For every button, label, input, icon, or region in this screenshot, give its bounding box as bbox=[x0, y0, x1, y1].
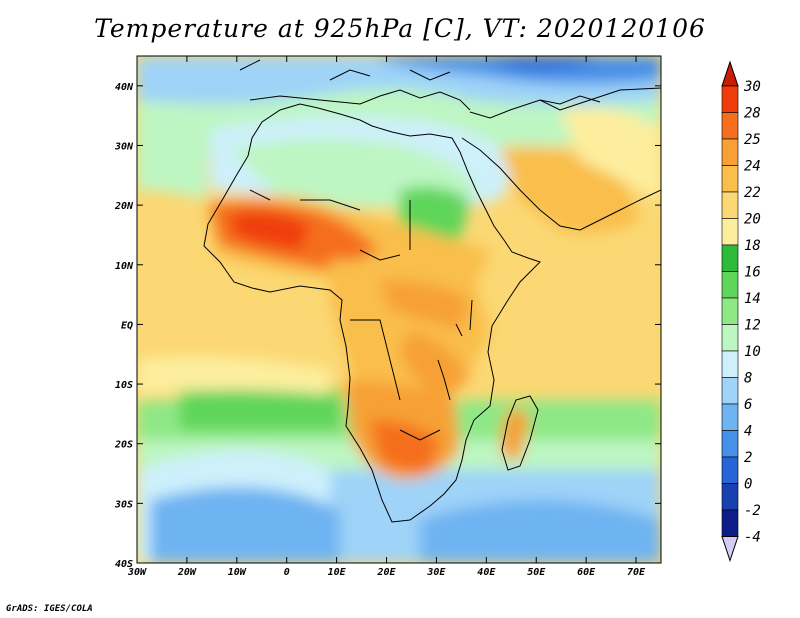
colorbar-swatch bbox=[721, 138, 739, 166]
temperature-field bbox=[137, 56, 661, 563]
lon-tick-label: 70E bbox=[627, 567, 646, 578]
lon-tick-label: 0 bbox=[284, 567, 290, 578]
colorbar-label: 10 bbox=[744, 344, 761, 360]
colorbar-swatch bbox=[721, 271, 739, 299]
colorbar-swatch bbox=[721, 509, 739, 537]
colorbar-label: 30 bbox=[743, 79, 761, 95]
colorbar-swatch bbox=[721, 165, 739, 193]
colorbar-label: 6 bbox=[744, 397, 752, 413]
colorbar-swatch bbox=[721, 403, 739, 431]
colorbar-label: 2 bbox=[744, 450, 752, 466]
lon-tick-label: 20W bbox=[177, 567, 197, 578]
colorbar-label: 25 bbox=[744, 132, 761, 148]
colorbar-label: 0 bbox=[744, 477, 752, 493]
lon-tick-label: 60E bbox=[577, 567, 596, 578]
coastlines bbox=[203, 59, 661, 523]
colorbar-label: 20 bbox=[744, 212, 761, 228]
colorbar-label: 28 bbox=[744, 106, 761, 122]
colorbar-label: 16 bbox=[744, 265, 761, 281]
colorbar-label: -2 bbox=[744, 503, 761, 519]
colorbar-top-arrow bbox=[721, 60, 739, 87]
colorbar-swatch bbox=[721, 85, 739, 113]
colorbar-label: 4 bbox=[744, 424, 752, 440]
lon-tick-label: 20E bbox=[376, 567, 396, 578]
lat-tick-label: 30N bbox=[114, 141, 134, 152]
colorbar-label: -4 bbox=[744, 530, 761, 546]
colorbar-label: 12 bbox=[744, 318, 761, 334]
colorbar-swatch bbox=[721, 218, 739, 246]
lon-tick-label: 40E bbox=[477, 567, 496, 578]
colorbar-swatch bbox=[721, 430, 739, 458]
colorbar-bottom-arrow bbox=[721, 536, 739, 563]
lat-tick-label: 10N bbox=[115, 261, 134, 272]
lon-tick-label: 50E bbox=[527, 567, 546, 578]
map-frame bbox=[136, 55, 662, 564]
colorbar-swatch bbox=[721, 191, 739, 219]
colorbar-label: 18 bbox=[744, 238, 761, 254]
colorbar-swatch bbox=[721, 350, 739, 378]
latitude-axis: 40S 30S 20S 10S EQ 10N 20N 30N 40N bbox=[114, 82, 661, 570]
credit-text: GrADS: IGES/COLA bbox=[6, 604, 93, 614]
lon-tick-label: 30W bbox=[127, 567, 147, 578]
longitude-axis: 30W 20W 10W 0 10E 20E 30E 40E 50E 60E 70E bbox=[127, 56, 646, 578]
colorbar-swatch bbox=[721, 456, 739, 484]
lon-tick-label: 10W bbox=[228, 567, 247, 578]
colorbar-label: 22 bbox=[744, 185, 761, 201]
colorbar-swatch bbox=[721, 112, 739, 140]
lat-tick-label: 40N bbox=[115, 82, 134, 93]
chart-title: Temperature at 925hPa [C], VT: 202012010… bbox=[94, 14, 706, 43]
lat-tick-label: 20N bbox=[114, 201, 134, 212]
colorbar-label: 8 bbox=[744, 371, 752, 387]
lat-tick-label: 20S bbox=[114, 440, 133, 451]
lat-tick-label: 10S bbox=[115, 380, 133, 391]
colorbar-swatch bbox=[721, 377, 739, 405]
lat-tick-label: 30S bbox=[114, 499, 133, 510]
colorbar-label: 24 bbox=[744, 159, 761, 175]
colorbar-swatch bbox=[721, 324, 739, 352]
lat-tick-label: 40S bbox=[115, 559, 133, 570]
colorbar-label: 14 bbox=[744, 291, 761, 307]
lon-tick-label: 30E bbox=[426, 567, 446, 578]
colorbar-swatch bbox=[721, 483, 739, 511]
colorbar-swatch bbox=[721, 297, 739, 325]
colorbar-swatch bbox=[721, 244, 739, 272]
lat-tick-label: EQ bbox=[121, 320, 133, 331]
lon-tick-label: 10E bbox=[328, 567, 347, 578]
